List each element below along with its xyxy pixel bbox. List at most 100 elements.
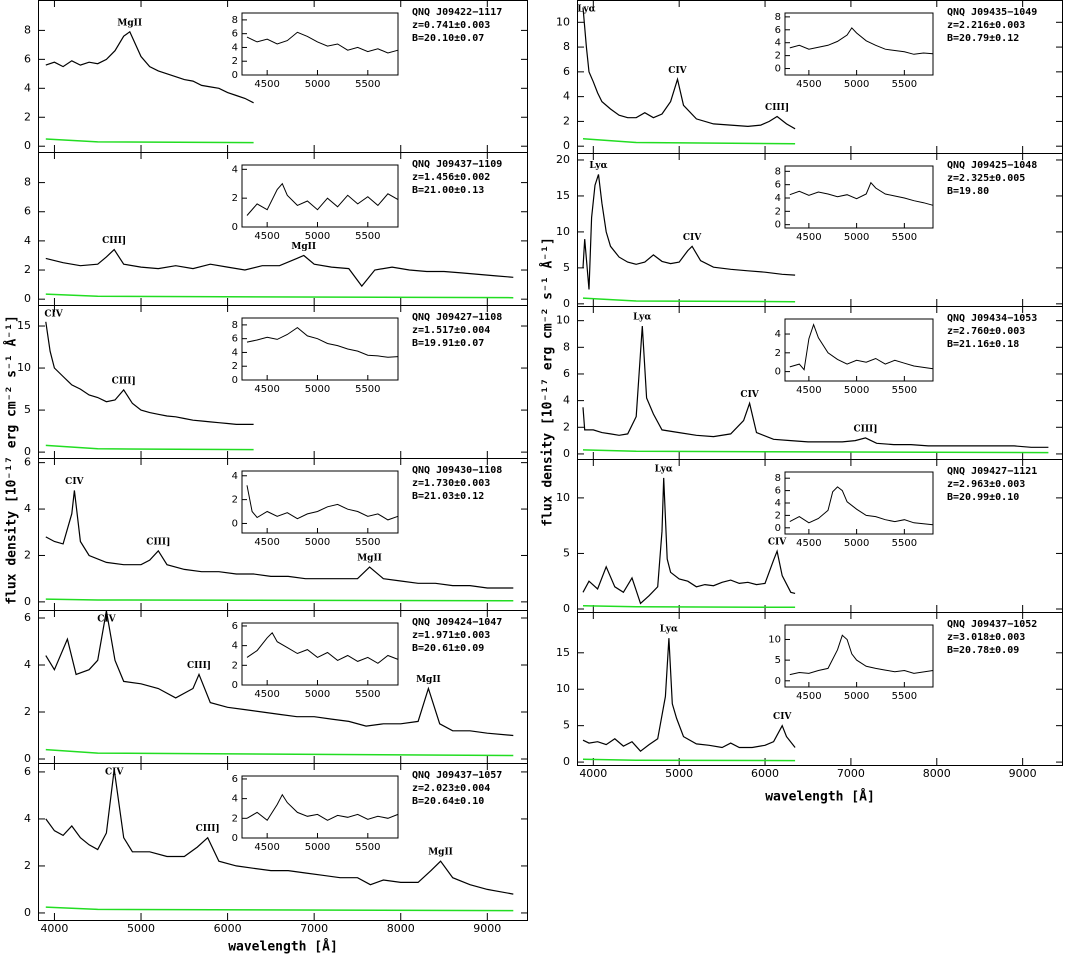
x-tick-label: 8000: [923, 767, 951, 780]
line-label: CIV: [768, 538, 787, 548]
y-tick-label: 4: [24, 502, 31, 515]
line-label: Lyα: [589, 161, 607, 171]
inset-y-tick-label: 10: [768, 634, 781, 645]
object-name: QNQ J09427−1108: [412, 312, 502, 323]
line-label: CIV: [44, 310, 63, 320]
y-tick-label: 6: [24, 205, 31, 218]
inset-x-tick-label: 5000: [305, 384, 330, 395]
redshift: z=2.963±0.003: [947, 479, 1025, 490]
inset-x-tick-label: 4500: [254, 537, 279, 548]
y-tick-label: 0: [24, 292, 31, 305]
x-tick-label: 8000: [387, 922, 415, 935]
line-label: CIII]: [112, 376, 136, 386]
magnitude: B=19.80: [947, 186, 989, 197]
y-tick-label: 0: [563, 297, 570, 310]
x-axis-label: wavelength [Å]: [765, 789, 875, 805]
error-line: [45, 598, 514, 602]
panel: 0 5 10 15 CIV CIII] QNQ J09427−1108 z=1.517±0.0…: [17, 305, 528, 459]
x-tick-label: 5000: [665, 767, 693, 780]
inset-frame: [241, 622, 399, 686]
y-tick-label: 5: [24, 403, 31, 416]
inset-spectrum-line: [246, 631, 399, 664]
inset-x-tick-label: 5500: [892, 79, 917, 90]
inset-y-tick-label: 6: [232, 334, 238, 345]
magnitude: B=20.61±0.09: [412, 643, 484, 654]
object-name: QNQ J09435−1049: [947, 7, 1037, 18]
inset-x-tick-label: 5000: [305, 842, 330, 853]
y-tick-label: 4: [24, 812, 31, 825]
line-label: CIV: [65, 477, 84, 487]
y-tick-label: 4: [24, 81, 31, 94]
plot-frame: [38, 763, 528, 921]
y-tick-label: 20: [556, 153, 570, 166]
y-tick-label: 10: [556, 225, 570, 238]
inset-x-tick-label: 5500: [355, 384, 380, 395]
inset-y-tick-label: 2: [232, 495, 238, 506]
inset-x-tick-label: 5000: [844, 79, 869, 90]
inset-x-tick-label: 5000: [844, 691, 869, 702]
magnitude: B=20.99±0.10: [947, 492, 1019, 503]
inset-spectrum-line: [789, 181, 934, 206]
redshift: z=1.730±0.003: [412, 478, 490, 489]
spectrum-line: [582, 477, 796, 605]
inset-frame: [241, 470, 399, 534]
line-label: Lyα: [633, 312, 651, 322]
inset-y-tick-label: 4: [775, 38, 781, 49]
spectrum-line: [582, 7, 796, 130]
y-tick-label: 10: [556, 491, 570, 504]
line-label: MgII: [291, 242, 316, 252]
y-tick-label: 6: [24, 456, 31, 469]
line-label: MgII: [117, 18, 142, 28]
y-tick-label: 0: [563, 755, 570, 768]
y-tick-label: 0: [563, 447, 570, 460]
line-label: CIII]: [102, 236, 126, 246]
panel: 4000 5000 6000 7000 8000 9000 0 5 10 15 Lyα CIV QNQ …: [556, 612, 1063, 780]
inset-y-tick-label: 8: [775, 166, 781, 177]
inset-x-tick-label: 4500: [254, 231, 279, 242]
spectrum-line: [45, 610, 514, 737]
y-tick-label: 0: [563, 602, 570, 615]
inset-frame: [241, 164, 399, 228]
y-tick-label: 2: [563, 114, 570, 127]
inset-x-tick-label: 4500: [254, 384, 279, 395]
y-tick-label: 6: [24, 765, 31, 778]
object-name: QNQ J09437−1057: [412, 770, 502, 781]
line-label: Lyα: [577, 5, 595, 15]
inset-y-tick-label: 2: [775, 348, 781, 359]
inset-frame: [241, 317, 399, 381]
inset-y-tick-label: 4: [232, 347, 238, 358]
inset-y-tick-label: 8: [775, 12, 781, 23]
x-tick-label: 7000: [300, 922, 328, 935]
inset-spectrum-line: [246, 485, 399, 521]
inset: 4500 5000 5500 0 2 4: [775, 318, 934, 396]
inset-y-tick-label: 6: [232, 29, 238, 40]
error-line: [582, 138, 796, 145]
y-tick-label: 8: [563, 40, 570, 53]
error-line: [582, 449, 1049, 454]
redshift: z=3.018±0.003: [947, 632, 1025, 643]
y-tick-label: 15: [556, 189, 570, 202]
inset-y-tick-label: 2: [232, 193, 238, 204]
inset-y-tick-label: 2: [775, 510, 781, 521]
x-tick-label: 4000: [579, 767, 607, 780]
inset-x-tick-label: 4500: [796, 232, 821, 243]
inset-y-tick-label: 4: [232, 794, 238, 805]
error-line: [45, 293, 514, 299]
inset-x-tick-label: 5000: [844, 538, 869, 549]
y-tick-label: 5: [563, 719, 570, 732]
inset-y-tick-label: 6: [775, 486, 781, 497]
inset-spectrum-line: [246, 31, 399, 54]
y-tick-label: 0: [24, 906, 31, 919]
y-tick-label: 4: [563, 90, 570, 103]
inset: 4500 5000 5500 0 2 4 6 8: [775, 12, 934, 90]
inset-y-tick-label: 4: [232, 42, 238, 53]
inset-x-tick-label: 5500: [355, 537, 380, 548]
redshift: z=1.971±0.003: [412, 630, 490, 641]
inset-spectrum-line: [246, 182, 399, 216]
x-tick-label: 5000: [127, 922, 155, 935]
inset-spectrum-line: [246, 793, 399, 822]
object-name: QNQ J09425−1048: [947, 160, 1037, 171]
inset-x-tick-label: 4500: [796, 538, 821, 549]
